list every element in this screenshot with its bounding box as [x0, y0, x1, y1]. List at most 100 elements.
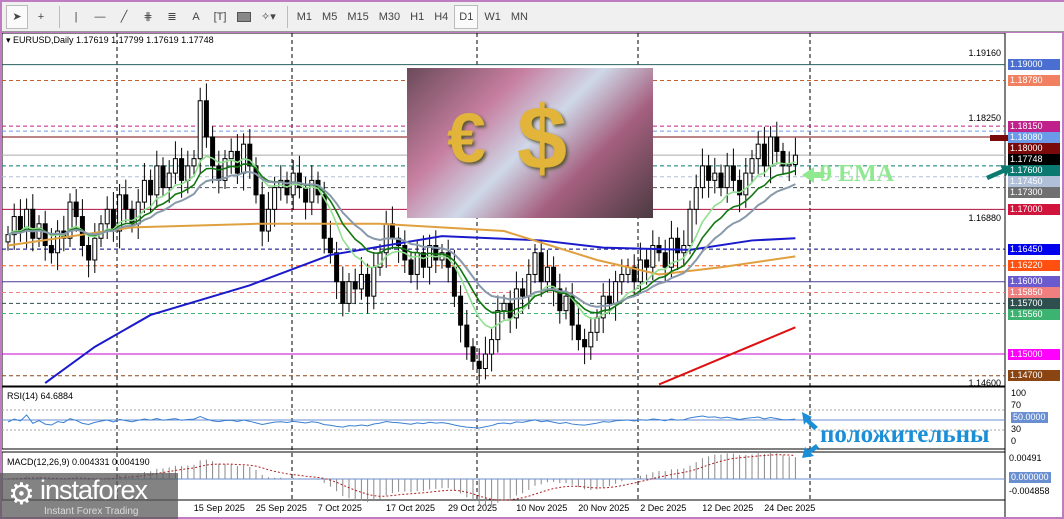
price-tick: 1.19160: [968, 47, 1001, 58]
candle-body: [278, 179, 284, 189]
candle-body: [668, 237, 674, 268]
shapes-menu-icon[interactable]: ✧▾: [261, 11, 276, 23]
chart-window[interactable]: € $ ▾ EURUSD,Daily 1.17619 1.17799 1.1761…: [2, 33, 1062, 517]
candle-body: [563, 295, 569, 312]
ema-9-line: [7, 155, 796, 330]
candle-body: [786, 163, 792, 167]
level-label-1.14700: 1.14700: [1008, 370, 1060, 382]
level-label-1.19000: 1.19000: [1008, 59, 1060, 71]
candle-body: [228, 150, 234, 160]
timeframe-m5[interactable]: M5: [322, 10, 338, 23]
candle-body: [123, 194, 129, 210]
date-label: 2 Dec 2025: [640, 503, 687, 513]
candle-body: [538, 252, 544, 283]
timeframe-m1[interactable]: M1: [296, 10, 313, 23]
fibonacci-icon[interactable]: ⋕: [143, 11, 153, 23]
macd-tick: 0.00491: [1009, 453, 1042, 463]
candle-body: [321, 194, 327, 239]
date-label: 17 Oct 2025: [386, 503, 436, 513]
text-label-icon[interactable]: [T]: [213, 10, 227, 23]
timeframe-h4[interactable]: H4: [434, 10, 449, 23]
candle-body: [210, 136, 216, 167]
rsi-tick: 100: [1011, 388, 1027, 398]
level-label-1.18080: 1.18080: [1008, 131, 1060, 143]
crosshair-icon[interactable]: +: [37, 10, 45, 23]
level-label-1.17748: 1.17748: [1008, 153, 1060, 165]
timeframe-h1[interactable]: H1: [410, 10, 425, 23]
vertical-line-icon[interactable]: |: [74, 10, 78, 23]
macd-tick: -0.004858: [1009, 486, 1050, 496]
positive-annotation: положительны: [820, 421, 990, 448]
level-label-1.17300: 1.17300: [1008, 186, 1060, 198]
candle-body: [334, 252, 340, 283]
candle-body: [5, 234, 11, 243]
candle-body: [358, 273, 364, 290]
candle-body: [724, 165, 730, 189]
candle-body: [526, 273, 532, 297]
cursor-icon[interactable]: ➤: [6, 4, 28, 29]
ema-21-line: [7, 170, 796, 308]
candle-body: [482, 353, 488, 370]
timeframe-mn[interactable]: MN: [510, 10, 528, 23]
candle-body: [464, 324, 470, 348]
candle-body: [365, 273, 371, 297]
candle-body: [706, 165, 712, 181]
date-label: 20 Nov 2025: [578, 503, 630, 513]
candle-body: [73, 201, 79, 218]
candle-body: [774, 136, 780, 152]
level-label-1.17000: 1.17000: [1008, 203, 1060, 215]
timeframe-w1[interactable]: W1: [484, 10, 501, 23]
candle-body: [619, 273, 625, 283]
candle-body: [718, 172, 724, 189]
text-icon[interactable]: A: [192, 10, 200, 23]
moving-average-line: [44, 235, 796, 384]
candle-body: [253, 165, 259, 196]
candle-body: [743, 172, 749, 196]
level-label-1.17450: 1.17450: [1008, 175, 1060, 187]
ema-annotation: 9 EMA: [820, 161, 894, 187]
candle-body: [675, 237, 681, 254]
candle-body: [532, 252, 538, 275]
candle-body: [520, 288, 526, 297]
timeframe-m15[interactable]: M15: [347, 10, 369, 23]
level-label-1.17600: 1.17600: [1008, 164, 1060, 176]
timeframe-m30[interactable]: M30: [378, 10, 401, 23]
timeframe-d1[interactable]: D1: [454, 4, 479, 29]
candle-body: [160, 165, 166, 189]
level-label-1.16450: 1.16450: [1008, 243, 1060, 255]
logo-name: instaforex: [40, 475, 148, 505]
trendline-icon[interactable]: ╱: [120, 11, 128, 23]
candle-body: [104, 208, 110, 225]
separator: [59, 5, 60, 28]
candle-body: [166, 172, 172, 189]
separator: [286, 5, 288, 28]
candle-body: [650, 245, 656, 268]
candle-body: [303, 187, 309, 203]
candle-body: [768, 136, 774, 167]
candle-body: [42, 223, 48, 247]
toolbar: ➤ + | — ╱ ⋕ ≣ A [T] ✧▾ M1 M5 M15 M30 H1 H4 D1 W…: [2, 2, 1064, 32]
rectangle-icon[interactable]: [233, 5, 255, 29]
candle-body: [470, 346, 476, 362]
candle-body: [582, 339, 588, 348]
candle-body: [489, 339, 495, 355]
level-label-1.15560: 1.15560: [1008, 309, 1060, 321]
rsi-tick: 70: [1011, 400, 1022, 410]
date-label: 15 Sep 2025: [193, 503, 245, 513]
horizontal-line-icon[interactable]: —: [94, 10, 106, 23]
candle-body: [327, 237, 333, 254]
fibo-levels-icon[interactable]: ≣: [167, 11, 177, 23]
candle-body: [272, 187, 278, 210]
macd-tick: 0.000000: [1009, 472, 1051, 483]
symbol-info-text: EURUSD,Daily 1.17619 1.17799 1.17619 1.1…: [13, 35, 214, 45]
price-tick: 1.18250: [968, 113, 1001, 124]
candle-body: [259, 194, 265, 232]
level-label-1.16220: 1.16220: [1008, 260, 1060, 272]
candle-body: [389, 223, 395, 239]
rsi-label: RSI(14) 64.6884: [7, 391, 74, 401]
candle-body: [780, 150, 786, 167]
candle-body: [569, 295, 575, 326]
candle-body: [613, 281, 619, 304]
date-label: 7 Oct 2025: [317, 503, 362, 513]
candle-body: [408, 259, 414, 275]
